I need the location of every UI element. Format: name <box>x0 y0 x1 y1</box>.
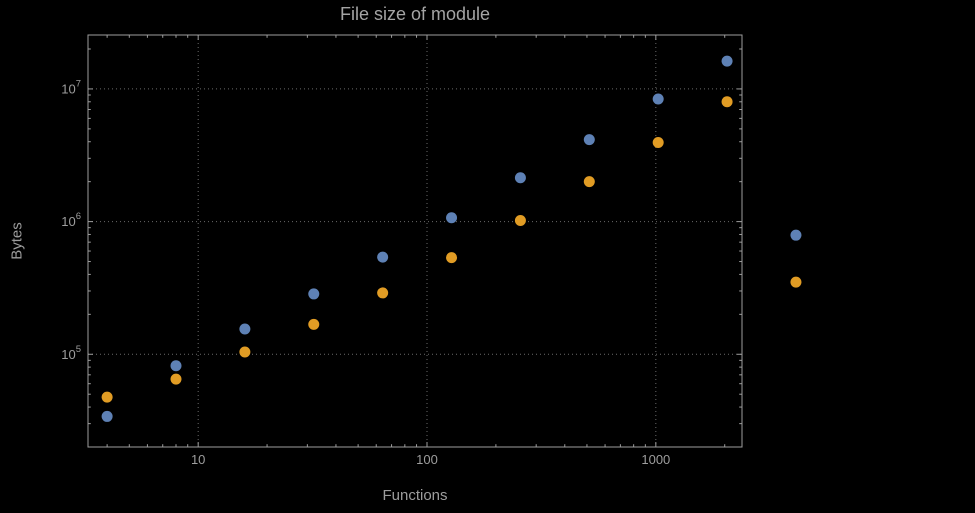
y-tick-label: 106 <box>61 211 81 229</box>
series-blue-point <box>170 360 182 372</box>
series-orange-point <box>101 391 113 403</box>
series-blue-point <box>239 323 251 335</box>
series-orange-point <box>790 276 802 288</box>
chart-title: File size of module <box>339 4 491 24</box>
series-blue-point <box>101 410 113 422</box>
series-blue-point <box>652 93 664 105</box>
series-blue-point <box>308 288 320 300</box>
series-blue-point <box>721 55 733 67</box>
series-orange-point <box>721 96 733 108</box>
y-tick-label: 105 <box>61 344 81 362</box>
series-orange-point <box>308 318 320 330</box>
x-tick-label: 10 <box>191 452 205 467</box>
series-orange-point <box>514 214 526 226</box>
y-axis-label: Bytes <box>8 222 26 260</box>
series-orange-point <box>446 252 458 264</box>
x-tick-label: 100 <box>416 452 438 467</box>
series-blue-point <box>446 212 458 224</box>
series-blue-point <box>514 172 526 184</box>
series-orange-point <box>170 373 182 385</box>
plot-frame <box>87 34 743 448</box>
x-axis-label: Functions <box>382 487 448 504</box>
series-orange-point <box>652 136 664 148</box>
y-tick-label: 107 <box>61 78 81 96</box>
series-orange-point <box>377 287 389 299</box>
series-orange-point <box>239 346 251 358</box>
series-orange-point <box>583 176 595 188</box>
series-blue-point <box>377 251 389 263</box>
x-tick-label: 1000 <box>641 452 670 467</box>
series-blue-point <box>583 134 595 146</box>
series-blue-point <box>790 229 802 241</box>
